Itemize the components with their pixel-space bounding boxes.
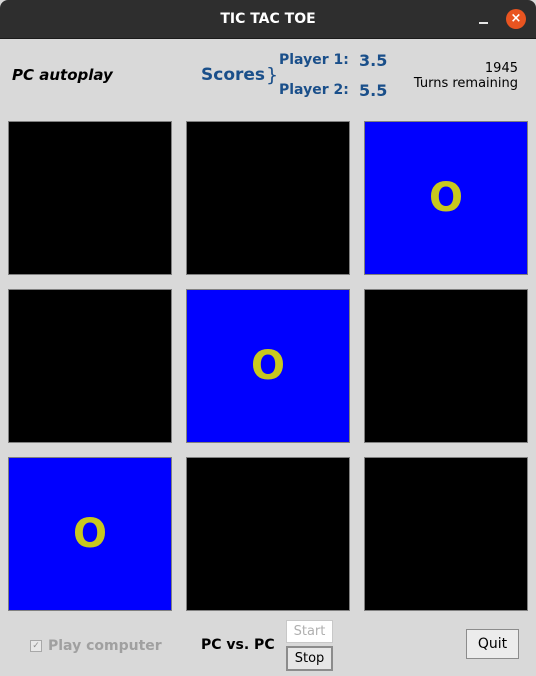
- board-cell[interactable]: O: [364, 121, 528, 275]
- board-cell[interactable]: [8, 289, 172, 443]
- board-cell[interactable]: O: [186, 289, 350, 443]
- player2-label: Player 2:: [279, 82, 349, 98]
- board-cell[interactable]: [364, 457, 528, 611]
- board-cell[interactable]: [8, 121, 172, 275]
- minimize-button[interactable]: [472, 8, 494, 30]
- board-cell[interactable]: [364, 289, 528, 443]
- board-cell[interactable]: [186, 121, 350, 275]
- board-cell[interactable]: O: [8, 457, 172, 611]
- title-bar[interactable]: TIC TAC TOE ×: [0, 0, 536, 39]
- start-button[interactable]: Start: [286, 620, 333, 643]
- play-computer-toggle[interactable]: ✓ Play computer: [30, 637, 162, 655]
- cell-mark: O: [250, 343, 285, 389]
- scores-label: Scores: [201, 65, 266, 85]
- turns-remaining-label: Turns remaining: [413, 76, 518, 91]
- turns-remaining-count: 1945: [484, 61, 518, 76]
- play-computer-checkbox[interactable]: ✓: [30, 640, 42, 652]
- play-computer-label: Play computer: [48, 638, 162, 654]
- close-icon[interactable]: ×: [506, 9, 526, 29]
- cell-mark: O: [428, 175, 463, 221]
- player1-score: 3.5: [359, 51, 388, 70]
- window-title: TIC TAC TOE: [220, 11, 316, 27]
- quit-button[interactable]: Quit: [466, 629, 519, 659]
- mode-label: PC autoplay: [12, 66, 113, 84]
- brace-icon: }: [266, 64, 279, 86]
- player1-label: Player 1:: [279, 52, 349, 68]
- cell-mark: O: [72, 511, 107, 557]
- stop-button[interactable]: Stop: [286, 646, 333, 671]
- player2-score: 5.5: [359, 81, 388, 100]
- minimize-icon: [479, 22, 488, 24]
- game-mode-text: PC vs. PC: [201, 637, 275, 653]
- board-cell[interactable]: [186, 457, 350, 611]
